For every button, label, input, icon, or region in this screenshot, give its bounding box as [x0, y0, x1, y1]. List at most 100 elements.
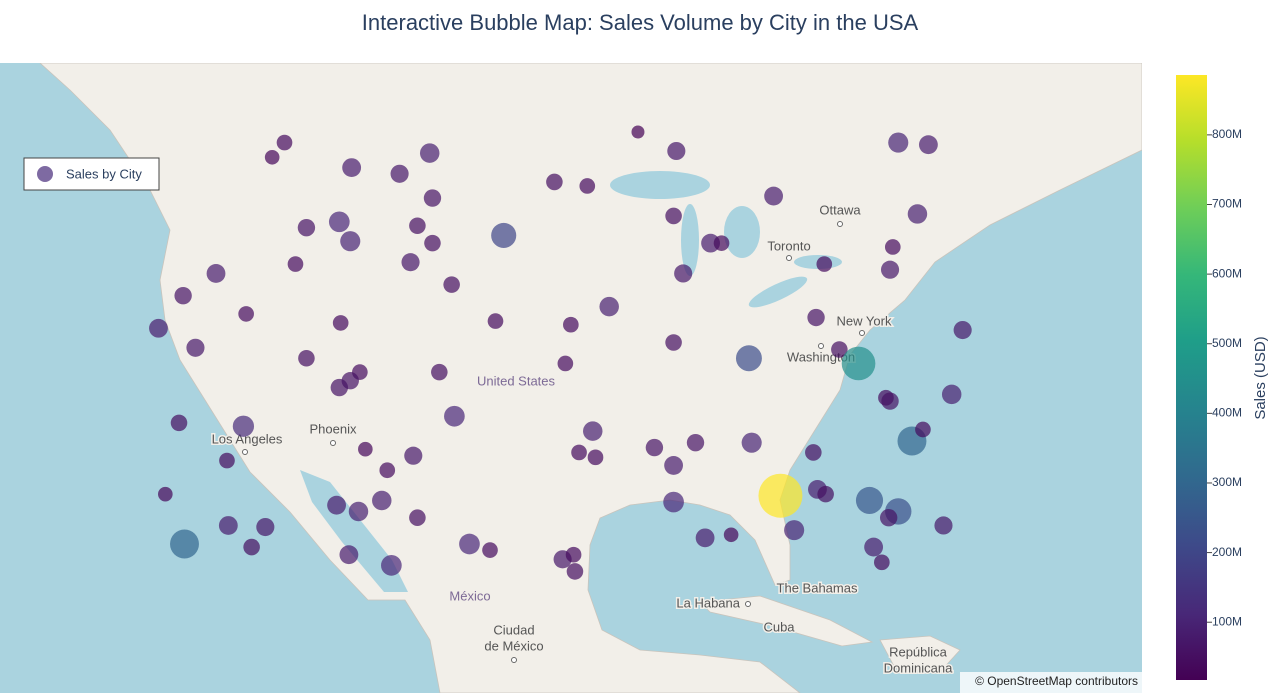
bubble — [784, 520, 805, 541]
bubble — [379, 462, 396, 479]
lake-superior — [610, 171, 710, 199]
hispaniola — [879, 635, 961, 673]
bubble — [401, 253, 420, 272]
bubble — [170, 529, 199, 559]
bubble — [723, 527, 739, 543]
map-label: Cuba — [763, 619, 795, 634]
bubble — [599, 296, 619, 317]
bubble — [674, 264, 693, 283]
lake-michigan — [681, 204, 699, 276]
bubble — [381, 555, 402, 576]
bubble — [934, 516, 953, 535]
bubble — [566, 563, 584, 580]
bubble — [372, 490, 392, 511]
bubble — [186, 338, 205, 357]
map-label: United States — [477, 373, 556, 388]
bubble — [276, 134, 293, 151]
bubble — [419, 143, 440, 163]
bubble — [238, 306, 254, 322]
bubble — [459, 533, 480, 555]
bubble — [557, 355, 574, 372]
bubble — [342, 158, 362, 178]
attribution: © OpenStreetMap contributors — [975, 674, 1138, 688]
map-label: Los Angeles — [212, 431, 283, 446]
bubble — [841, 346, 876, 381]
bubble — [817, 485, 834, 503]
city-dot — [859, 330, 865, 336]
map-label: México — [449, 588, 490, 603]
colorbar-tick-label: 200M — [1212, 545, 1242, 559]
colorbar-tick-label: 400M — [1212, 406, 1242, 420]
bubble — [487, 313, 504, 329]
bubble — [918, 135, 938, 155]
bubble — [232, 415, 255, 437]
bubble — [701, 233, 720, 253]
bubble — [431, 363, 448, 381]
bubble — [264, 149, 280, 165]
bubble — [764, 186, 784, 206]
bubble — [482, 542, 498, 558]
bubble — [243, 538, 260, 556]
bubble — [219, 452, 235, 469]
bubble — [695, 528, 715, 548]
bubble — [587, 449, 604, 466]
bubble — [256, 517, 275, 537]
bubble — [563, 316, 579, 333]
bubble — [879, 509, 898, 527]
colorbar-tick-label: 700M — [1212, 197, 1242, 211]
bubble — [287, 256, 304, 272]
bubble — [340, 231, 361, 252]
great-lakes — [610, 171, 842, 308]
bubble — [174, 287, 192, 305]
land — [39, 63, 1142, 693]
bubble — [735, 345, 762, 372]
bubble — [953, 320, 972, 340]
colorbar-title: Sales (USD) — [1252, 336, 1269, 419]
bubble — [645, 438, 664, 457]
legend-label[interactable]: Sales by City — [66, 166, 142, 181]
bubble — [667, 141, 686, 161]
bubble — [298, 349, 315, 367]
city-dot — [818, 343, 824, 349]
attribution-box — [960, 672, 1142, 693]
bubble — [881, 392, 899, 410]
bubble — [409, 217, 426, 234]
map-label: República — [889, 644, 948, 659]
map-label: Dominicana — [884, 660, 953, 675]
bubble — [583, 421, 603, 441]
bubble — [409, 509, 426, 526]
legend[interactable]: Sales by City — [23, 157, 160, 191]
colorbar: Sales (USD) 100M 200M 300M 400M 500M 600M 700M… — [1176, 75, 1269, 680]
bubble — [327, 495, 346, 515]
city-dot — [511, 657, 517, 663]
bubble — [358, 441, 373, 457]
map-labels: Ottawa Toronto New York Washington Unite… — [210, 201, 955, 677]
bubble — [831, 341, 848, 358]
bubble — [423, 189, 442, 207]
map-label: Phoenix — [310, 421, 357, 436]
map-label: Ciudad — [493, 622, 534, 637]
bubble — [206, 264, 226, 283]
bubble — [855, 486, 884, 515]
gulf-of-california — [300, 470, 408, 592]
city-dot — [242, 449, 248, 455]
city-dot — [786, 255, 792, 261]
map-label: Toronto — [767, 238, 810, 253]
map-label: de México — [484, 638, 543, 653]
map[interactable]: Ottawa Toronto New York Washington Unite… — [0, 63, 1142, 693]
map-label: The Bahamas — [777, 580, 858, 595]
bubble — [390, 164, 409, 183]
bubble — [631, 125, 645, 139]
bubble — [404, 446, 423, 465]
bubble — [805, 444, 822, 461]
cuba — [699, 595, 874, 647]
colorbar-tick-label: 300M — [1212, 475, 1242, 489]
legend-marker — [37, 166, 53, 182]
bubble — [491, 222, 517, 248]
bubble — [565, 546, 582, 563]
bubble — [348, 501, 369, 522]
bubble — [571, 444, 587, 461]
bubble — [874, 554, 890, 571]
bubble — [741, 432, 762, 453]
